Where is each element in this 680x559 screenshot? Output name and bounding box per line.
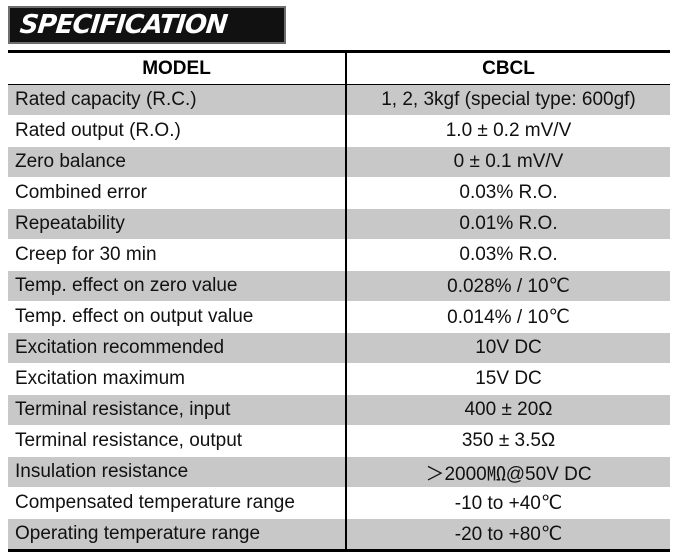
table-row: Compensated temperature range -10 to +40℃ [8,487,670,519]
parameter-cell: Insulation resistance [8,456,347,488]
table-row: Operating temperature range -20 to +80℃ [8,518,670,551]
value-cell: 0.01% R.O. [346,208,670,240]
page-title: SPECIFICATION [18,10,229,40]
parameter-cell: Operating temperature range [8,518,347,551]
parameter-cell: Rated output (R.O.) [8,115,347,147]
value-cell: 350 ± 3.5Ω [346,425,670,457]
table-row: Insulation resistance ＞2000㏁@50V DC [8,456,670,488]
spec-table: MODEL CBCL Rated capacity (R.C.) 1, 2, 3k… [8,50,670,552]
value-cell: 0.014% / 10℃ [346,301,670,333]
specification-banner: SPECIFICATION [8,6,286,44]
value-cell: 15V DC [346,363,670,395]
parameter-cell: Zero balance [8,146,347,178]
spec-table-body: Rated capacity (R.C.) 1, 2, 3kgf (special… [8,84,670,551]
table-row: Excitation recommended 10V DC [8,332,670,364]
value-cell: 1, 2, 3kgf (special type: 600gf) [346,84,670,116]
parameter-cell: Excitation maximum [8,363,347,395]
value-cell: 0.03% R.O. [346,239,670,271]
value-cell: 400 ± 20Ω [346,394,670,426]
table-row: Zero balance 0 ± 0.1 mV/V [8,146,670,178]
table-row: Terminal resistance, input 400 ± 20Ω [8,394,670,426]
parameter-cell: Creep for 30 min [8,239,347,271]
value-cell: 0.03% R.O. [346,177,670,209]
table-row: Temp. effect on zero value 0.028% / 10℃ [8,270,670,302]
table-row: Repeatability 0.01% R.O. [8,208,670,240]
parameter-cell: Temp. effect on output value [8,301,347,333]
value-cell: 10V DC [346,332,670,364]
value-cell: -20 to +80℃ [346,518,670,551]
table-row: Temp. effect on output value 0.014% / 10℃ [8,301,670,333]
table-row: Excitation maximum 15V DC [8,363,670,395]
table-row: Rated output (R.O.) 1.0 ± 0.2 mV/V [8,115,670,147]
column-header-model: MODEL [8,51,347,85]
value-cell: ＞2000㏁@50V DC [346,456,670,488]
parameter-cell: Excitation recommended [8,332,347,364]
table-header-row: MODEL CBCL [8,51,670,85]
parameter-cell: Compensated temperature range [8,487,347,519]
table-row: Combined error 0.03% R.O. [8,177,670,209]
table-row: Terminal resistance, output 350 ± 3.5Ω [8,425,670,457]
parameter-cell: Repeatability [8,208,347,240]
value-cell: -10 to +40℃ [346,487,670,519]
table-row: Creep for 30 min 0.03% R.O. [8,239,670,271]
parameter-cell: Terminal resistance, output [8,425,347,457]
column-header-cbcl: CBCL [346,51,670,85]
value-cell: 0 ± 0.1 mV/V [346,146,670,178]
parameter-cell: Temp. effect on zero value [8,270,347,302]
parameter-cell: Combined error [8,177,347,209]
parameter-cell: Terminal resistance, input [8,394,347,426]
table-row: Rated capacity (R.C.) 1, 2, 3kgf (special… [8,84,670,116]
value-cell: 0.028% / 10℃ [346,270,670,302]
parameter-cell: Rated capacity (R.C.) [8,84,347,116]
value-cell: 1.0 ± 0.2 mV/V [346,115,670,147]
